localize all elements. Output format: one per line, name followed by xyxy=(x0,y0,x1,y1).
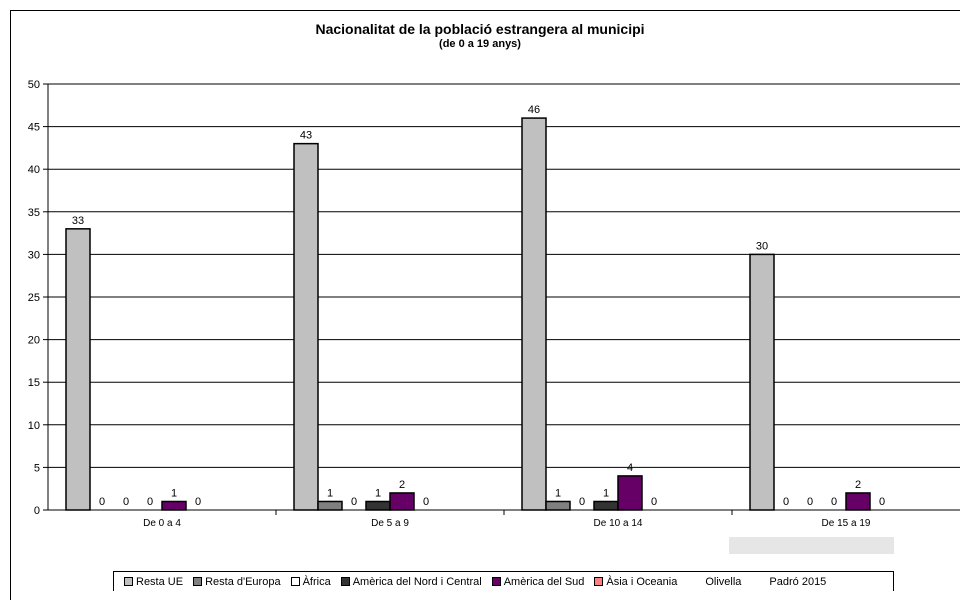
y-tick-label: 5 xyxy=(34,462,40,474)
data-labels: 33 0 0 0 1 0 43 1 0 1 2 0 46 1 0 1 4 0 30 0 0 0 2 0 xyxy=(72,104,885,508)
legend-municipality: Olivella xyxy=(705,575,742,588)
legend-swatch xyxy=(290,577,300,586)
legend-item: Amèrica del Sud xyxy=(491,575,585,588)
legend-item: Resta UE xyxy=(124,576,183,588)
data-label: 4 xyxy=(627,462,633,474)
data-label: 1 xyxy=(555,487,561,499)
data-label: 1 xyxy=(375,487,381,499)
data-label: 1 xyxy=(603,487,609,499)
bar xyxy=(617,475,643,511)
bar xyxy=(845,492,871,511)
x-tick-label: De 0 a 4 xyxy=(143,518,181,529)
legend-item: Resta d'Europa xyxy=(193,575,281,588)
legend-label: Resta d'Europa xyxy=(205,575,281,588)
y-tick-label: 30 xyxy=(28,249,40,261)
data-label: 43 xyxy=(300,130,312,142)
legend-swatch xyxy=(124,577,133,586)
bar xyxy=(317,500,343,511)
gridlines xyxy=(48,83,960,468)
data-label: 1 xyxy=(327,487,333,499)
bar xyxy=(389,492,415,511)
data-label: 30 xyxy=(756,240,768,252)
legend-item: Amèrica del Nord i Central xyxy=(340,575,482,588)
data-label: 2 xyxy=(855,479,861,491)
legend-swatch xyxy=(193,577,203,586)
y-tick-label: 50 xyxy=(28,79,40,91)
data-label: 0 xyxy=(579,496,585,508)
chart-subtitle: (de 0 a 19 anys) xyxy=(439,38,521,50)
y-tick-label: 35 xyxy=(28,207,40,219)
legend-item: Àsia i Oceania xyxy=(594,576,677,588)
legend-label: Amèrica del Nord i Central xyxy=(352,575,482,588)
data-label: 33 xyxy=(72,215,84,227)
bar xyxy=(65,228,91,511)
data-label: 0 xyxy=(123,496,129,508)
redacted-area xyxy=(729,537,894,554)
y-tick-label: 25 xyxy=(28,292,40,304)
data-label: 0 xyxy=(879,496,885,508)
bar xyxy=(749,253,775,511)
data-label: 2 xyxy=(399,479,405,491)
y-tick-label: 15 xyxy=(28,377,40,389)
data-label: 0 xyxy=(351,496,357,508)
y-tick-label: 40 xyxy=(28,164,40,176)
legend-swatch xyxy=(491,577,501,586)
chart-title: Nacionalitat de la població estrangera a… xyxy=(315,21,645,37)
x-tick-label: De 15 a 19 xyxy=(822,518,871,529)
legend-swatch xyxy=(594,577,604,586)
y-tick-label: 20 xyxy=(28,335,40,347)
data-label: 0 xyxy=(99,496,105,508)
x-tick-label: De 10 a 14 xyxy=(594,518,643,529)
data-label: 0 xyxy=(195,496,201,508)
legend-label: Àfrica xyxy=(302,575,331,588)
bars xyxy=(65,117,871,511)
bar xyxy=(521,117,547,511)
data-label: 0 xyxy=(783,496,789,508)
data-label: 0 xyxy=(807,496,813,508)
legend-swatch xyxy=(340,577,350,586)
x-tick-label: De 5 a 9 xyxy=(371,518,409,529)
bar xyxy=(365,500,391,511)
data-label: 0 xyxy=(831,496,837,508)
data-label: 46 xyxy=(528,104,540,116)
legend-label: Àsia i Oceania xyxy=(606,575,678,588)
y-tick-label: 0 xyxy=(34,505,40,517)
chart-frame xyxy=(10,10,960,600)
data-label: 0 xyxy=(423,496,429,508)
legend: Resta UE Resta d'Europa Àfrica Amèrica del … xyxy=(113,571,894,591)
y-tick-label: 45 xyxy=(28,122,40,134)
data-label: 1 xyxy=(171,487,177,499)
legend-label: Resta UE xyxy=(136,575,184,588)
legend-label: Amèrica del Sud xyxy=(503,575,585,588)
bar xyxy=(293,142,319,511)
legend-source: Padró 2015 xyxy=(769,575,827,588)
bar xyxy=(161,500,187,511)
data-label: 0 xyxy=(651,496,657,508)
y-tick-label: 10 xyxy=(28,420,40,432)
bar xyxy=(593,500,619,511)
bar xyxy=(545,500,571,511)
legend-item: Àfrica xyxy=(290,575,331,588)
data-label: 0 xyxy=(147,496,153,508)
